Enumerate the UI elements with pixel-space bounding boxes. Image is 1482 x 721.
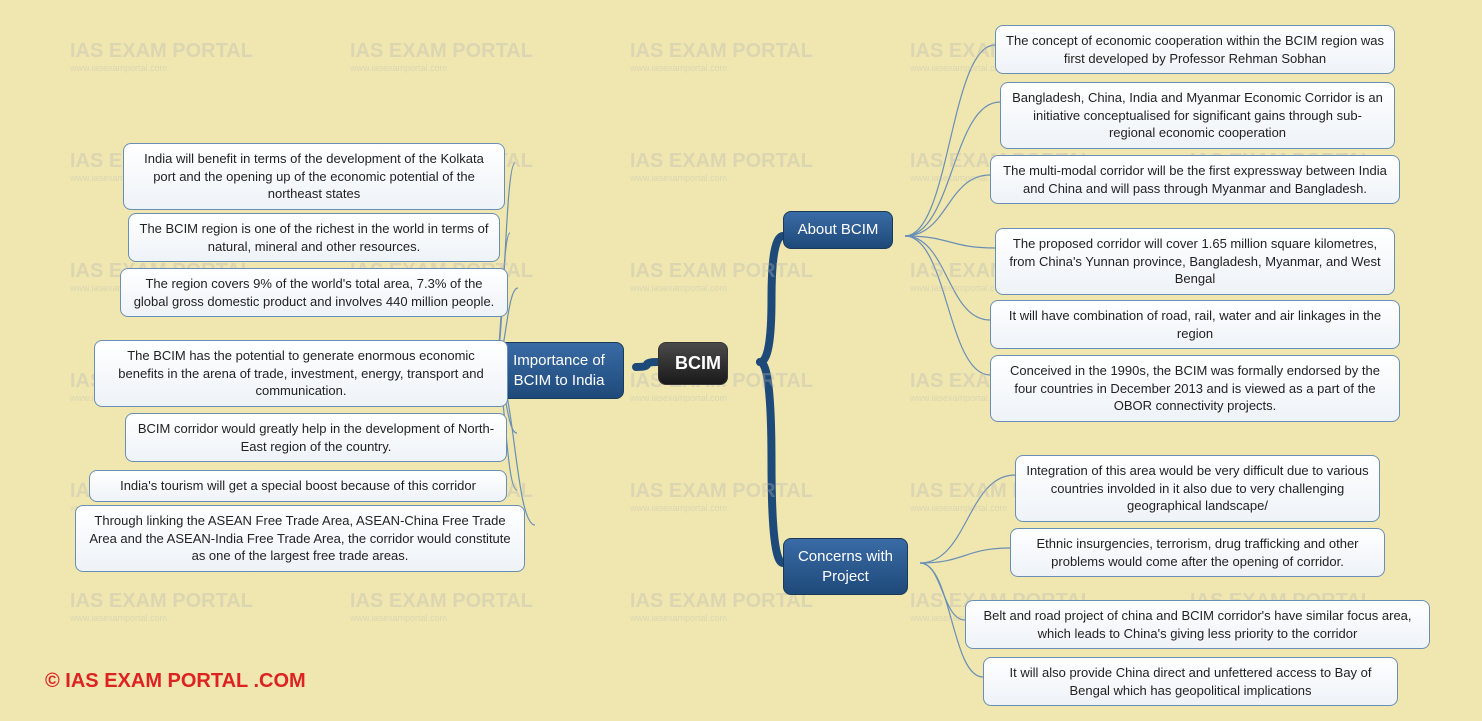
leaf-about-1: Bangladesh, China, India and Myanmar Eco… [1000, 82, 1395, 149]
leaf-concerns-0: Integration of this area would be very d… [1015, 455, 1380, 522]
leaf-importance-3: The BCIM has the potential to generate e… [94, 340, 508, 407]
leaf-about-4: It will have combination of road, rail, … [990, 300, 1400, 349]
watermark: IAS EXAM PORTALwww.iasexamportal.com [630, 480, 813, 513]
watermark: IAS EXAM PORTALwww.iasexamportal.com [350, 40, 533, 73]
watermark: IAS EXAM PORTALwww.iasexamportal.com [630, 40, 813, 73]
branch-importance: Importance ofBCIM to India [494, 342, 624, 399]
branch-concerns: Concerns withProject [783, 538, 908, 595]
copyright-text: © IAS EXAM PORTAL .COM [45, 670, 306, 693]
watermark: IAS EXAM PORTALwww.iasexamportal.com [630, 260, 813, 293]
leaf-importance-2: The region covers 9% of the world's tota… [120, 268, 508, 317]
leaf-importance-6: Through linking the ASEAN Free Trade Are… [75, 505, 525, 572]
leaf-importance-5: India's tourism will get a special boost… [89, 470, 507, 502]
leaf-importance-0: India will benefit in terms of the devel… [123, 143, 505, 210]
leaf-concerns-1: Ethnic insurgencies, terrorism, drug tra… [1010, 528, 1385, 577]
watermark: IAS EXAM PORTALwww.iasexamportal.com [630, 150, 813, 183]
root-node: BCIM [658, 342, 728, 385]
leaf-concerns-3: It will also provide China direct and un… [983, 657, 1398, 706]
leaf-importance-4: BCIM corridor would greatly help in the … [125, 413, 507, 462]
leaf-concerns-2: Belt and road project of china and BCIM … [965, 600, 1430, 649]
watermark: IAS EXAM PORTALwww.iasexamportal.com [630, 590, 813, 623]
leaf-about-3: The proposed corridor will cover 1.65 mi… [995, 228, 1395, 295]
leaf-about-2: The multi-modal corridor will be the fir… [990, 155, 1400, 204]
leaf-about-0: The concept of economic cooperation with… [995, 25, 1395, 74]
leaf-importance-1: The BCIM region is one of the richest in… [128, 213, 500, 262]
watermark: IAS EXAM PORTALwww.iasexamportal.com [70, 590, 253, 623]
leaf-about-5: Conceived in the 1990s, the BCIM was for… [990, 355, 1400, 422]
watermark: IAS EXAM PORTALwww.iasexamportal.com [350, 590, 533, 623]
branch-about: About BCIM [783, 211, 893, 249]
watermark: IAS EXAM PORTALwww.iasexamportal.com [70, 40, 253, 73]
